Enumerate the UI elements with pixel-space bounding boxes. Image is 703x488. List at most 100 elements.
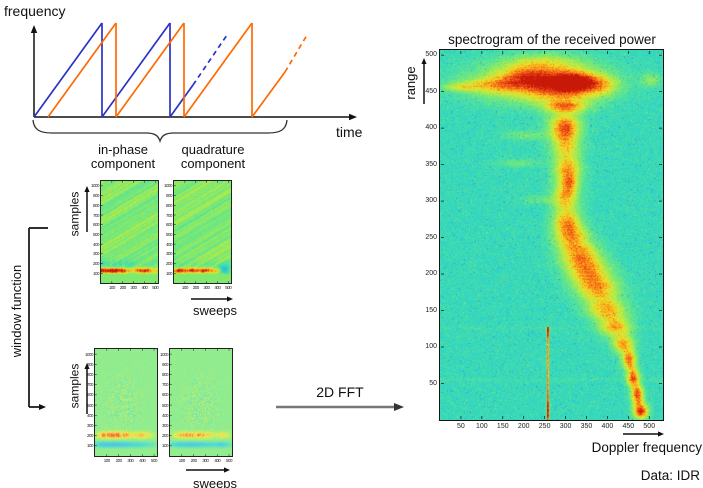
tick-label: 100 xyxy=(92,270,100,276)
tick-label: 800 xyxy=(161,371,169,377)
tick-label: 300 xyxy=(425,197,437,205)
data-credit: Data: IDR xyxy=(640,468,700,483)
tick-label: 500 xyxy=(152,285,159,290)
frequency-axis-label: frequency xyxy=(4,3,66,19)
tick-label: 400 xyxy=(425,124,437,132)
tick-label: 100 xyxy=(103,458,111,463)
time-axis-label: time xyxy=(336,124,363,140)
tick-label: 100 xyxy=(178,458,186,463)
quadrature-label-line2: component xyxy=(180,156,246,172)
tick-label: 100 xyxy=(425,343,437,351)
fft-label: 2D FFT xyxy=(316,384,364,400)
tick-label: 400 xyxy=(161,412,169,418)
tick-label: 100 xyxy=(476,423,488,430)
tick-label: 400 xyxy=(165,241,173,247)
tick-label: 500 xyxy=(92,231,100,237)
tick-label: 500 xyxy=(165,231,173,237)
tick-label: 300 xyxy=(161,422,169,428)
tick-label: 1000 xyxy=(163,183,173,189)
quadrature-group-label: quadrature component xyxy=(176,142,250,172)
inphase-windowed-heatmap xyxy=(95,349,157,456)
tick-label: 900 xyxy=(86,361,94,367)
tick-label: 200 xyxy=(425,270,437,278)
tick-label: 500 xyxy=(225,285,232,290)
samples-axis-label-raw: samples xyxy=(67,191,82,237)
tick-label: 300 xyxy=(165,251,173,257)
tick-label: 450 xyxy=(622,423,635,430)
tick-label: 500 xyxy=(161,402,169,408)
tick-label: 100 xyxy=(108,285,116,290)
tick-label: 300 xyxy=(92,251,100,257)
tick-label: 250 xyxy=(425,233,437,241)
tick-label: 300 xyxy=(202,458,209,463)
tick-label: 200 xyxy=(92,261,100,267)
tick-label: 400 xyxy=(214,285,221,290)
tick-label: 500 xyxy=(226,458,233,463)
tick-label: 900 xyxy=(165,193,173,199)
tick-label: 600 xyxy=(161,392,169,398)
tick-label: 100 xyxy=(165,270,173,276)
tick-label: 700 xyxy=(86,382,94,388)
tick-label: 400 xyxy=(601,423,614,430)
quadrature-raw-heatmap xyxy=(174,181,231,283)
tick-label: 300 xyxy=(86,422,94,428)
tick-label: 350 xyxy=(580,423,593,430)
tick-label: 50 xyxy=(457,423,465,430)
tick-label: 400 xyxy=(141,285,148,290)
tick-label: 50 xyxy=(429,379,437,387)
range-axis-label: range xyxy=(402,66,418,100)
tick-label: 600 xyxy=(165,222,173,228)
tick-label: 200 xyxy=(119,285,127,290)
quadrature-windowed-heatmap xyxy=(170,349,232,456)
tick-label: 400 xyxy=(92,241,100,247)
tick-label: 500 xyxy=(86,402,94,408)
tick-label: 1000 xyxy=(84,351,94,357)
spectrogram-heatmap xyxy=(440,50,663,420)
sweeps-axis-label-windowed: sweeps xyxy=(192,476,238,488)
sweeps-axis-label-raw: sweeps xyxy=(192,303,238,318)
window-function-label: window function xyxy=(8,264,24,358)
inphase-label-line2: component xyxy=(90,156,156,172)
tick-label: 800 xyxy=(86,371,94,377)
tick-label: 1000 xyxy=(90,183,100,189)
tick-label: 600 xyxy=(86,392,94,398)
doppler-axis-label: Doppler frequency xyxy=(591,440,702,455)
tick-label: 200 xyxy=(165,261,173,267)
tick-label: 400 xyxy=(86,412,94,418)
tick-label: 700 xyxy=(92,212,100,218)
inphase-raw-heatmap xyxy=(101,181,158,283)
samples-axis-label-windowed: samples xyxy=(67,363,82,409)
tick-label: 100 xyxy=(181,285,189,290)
tick-label: 500 xyxy=(425,51,437,59)
tick-label: 300 xyxy=(127,458,134,463)
tick-label: 100 xyxy=(86,443,94,449)
tick-label: 300 xyxy=(203,285,211,290)
tick-label: 200 xyxy=(190,458,198,463)
tick-label: 350 xyxy=(425,160,437,168)
inphase-group-label: in-phase component xyxy=(87,142,159,172)
tick-label: 100 xyxy=(161,443,169,449)
tick-label: 200 xyxy=(517,423,530,430)
tick-label: 200 xyxy=(115,458,123,463)
tick-label: 500 xyxy=(151,458,158,463)
quadrature-label-line1: quadrature xyxy=(181,142,245,157)
tick-label: 800 xyxy=(92,202,100,208)
tick-label: 900 xyxy=(161,361,169,367)
tick-label: 700 xyxy=(161,382,169,388)
tick-label: 150 xyxy=(425,306,437,314)
tick-label: 800 xyxy=(165,202,173,208)
inphase-label-line1: in-phase xyxy=(98,142,148,157)
tick-label: 250 xyxy=(538,423,551,430)
spectrogram-title: spectrogram of the received power xyxy=(448,32,656,47)
tick-label: 200 xyxy=(192,285,200,290)
tick-label: 450 xyxy=(425,87,437,95)
tick-label: 500 xyxy=(643,423,656,430)
tick-label: 150 xyxy=(496,423,509,430)
tick-label: 200 xyxy=(86,433,94,439)
tick-label: 300 xyxy=(130,285,138,290)
tick-label: 400 xyxy=(214,458,221,463)
tick-label: 1000 xyxy=(159,351,169,357)
tick-label: 200 xyxy=(161,433,169,439)
tick-label: 300 xyxy=(559,423,572,430)
